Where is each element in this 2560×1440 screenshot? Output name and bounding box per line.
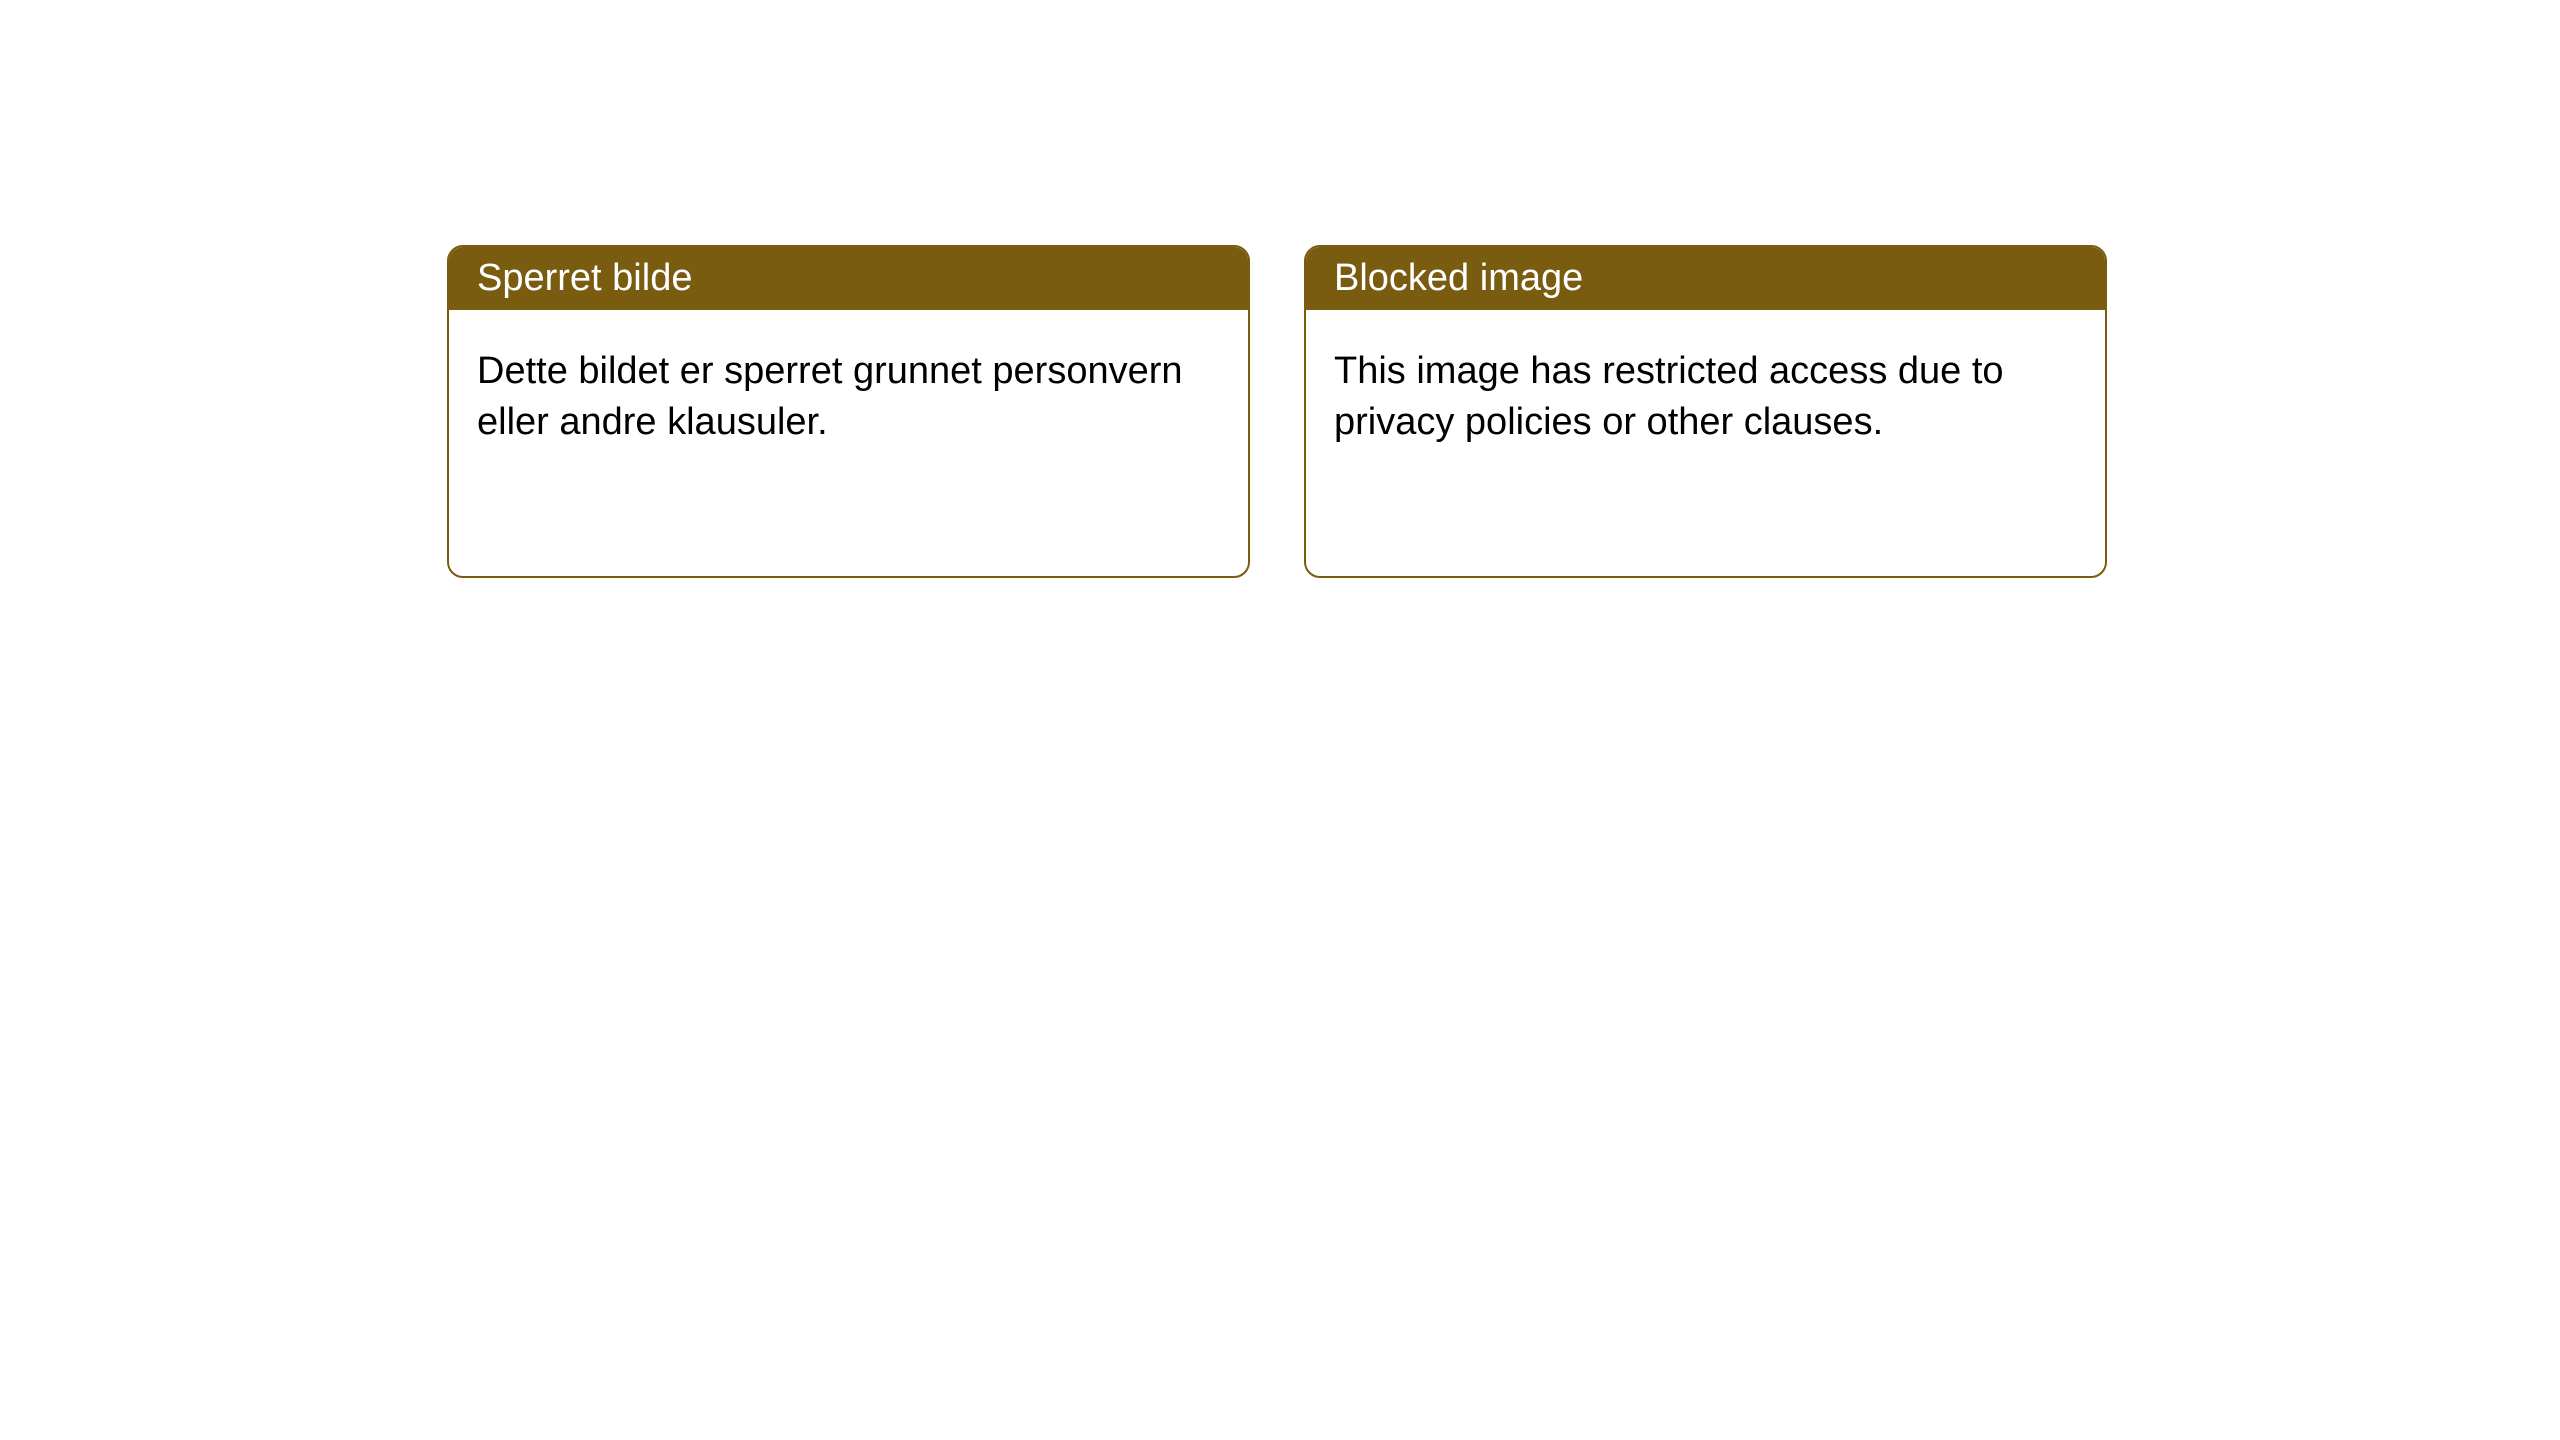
notice-card-body: This image has restricted access due to … xyxy=(1306,310,2105,485)
notice-card-text: This image has restricted access due to … xyxy=(1334,350,2004,443)
notice-card-title: Sperret bilde xyxy=(477,257,692,299)
notice-card-header: Sperret bilde xyxy=(449,247,1248,310)
notice-card-title: Blocked image xyxy=(1334,257,1583,299)
notice-card-text: Dette bildet er sperret grunnet personve… xyxy=(477,350,1183,443)
notice-card-body: Dette bildet er sperret grunnet personve… xyxy=(449,310,1248,485)
notice-container: Sperret bilde Dette bildet er sperret gr… xyxy=(0,0,2560,578)
notice-card-english: Blocked image This image has restricted … xyxy=(1304,245,2107,578)
notice-card-header: Blocked image xyxy=(1306,247,2105,310)
notice-card-norwegian: Sperret bilde Dette bildet er sperret gr… xyxy=(447,245,1250,578)
